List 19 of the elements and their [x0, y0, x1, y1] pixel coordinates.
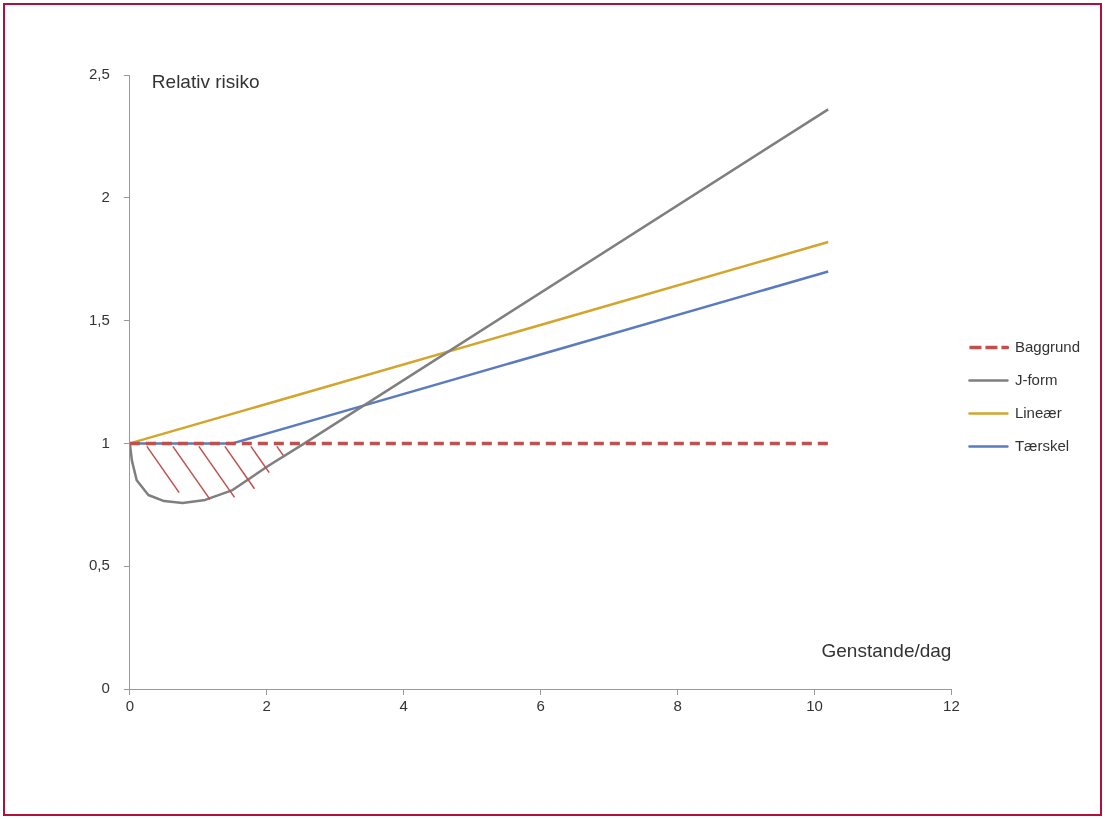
x-tick-label: 2	[262, 697, 271, 715]
y-tick-label: 2	[101, 187, 110, 205]
x-tick-label: 12	[943, 697, 960, 715]
x-tick-label: 6	[536, 697, 545, 715]
legend-label: Baggrund	[1014, 337, 1081, 355]
y-tick-label: 0	[101, 679, 110, 697]
x-tick-label: 0	[125, 697, 135, 715]
legend-label: Tærskel	[1014, 436, 1070, 454]
y-tick-label: 2,5	[88, 65, 110, 83]
legend-label: Lineær	[1014, 403, 1062, 421]
x-tick-label: 4	[399, 697, 408, 715]
y-tick-label: 1	[101, 433, 110, 451]
y-tick-label: 0,5	[88, 556, 110, 574]
legend-label: J-form	[1014, 370, 1058, 388]
x-tick-label: 10	[806, 697, 823, 715]
y-tick-label: 1,5	[88, 310, 110, 328]
x-axis-title: Genstande/dag	[821, 640, 952, 662]
y-axis-title: Relativ risiko	[151, 71, 260, 93]
x-tick-label: 8	[673, 697, 682, 715]
